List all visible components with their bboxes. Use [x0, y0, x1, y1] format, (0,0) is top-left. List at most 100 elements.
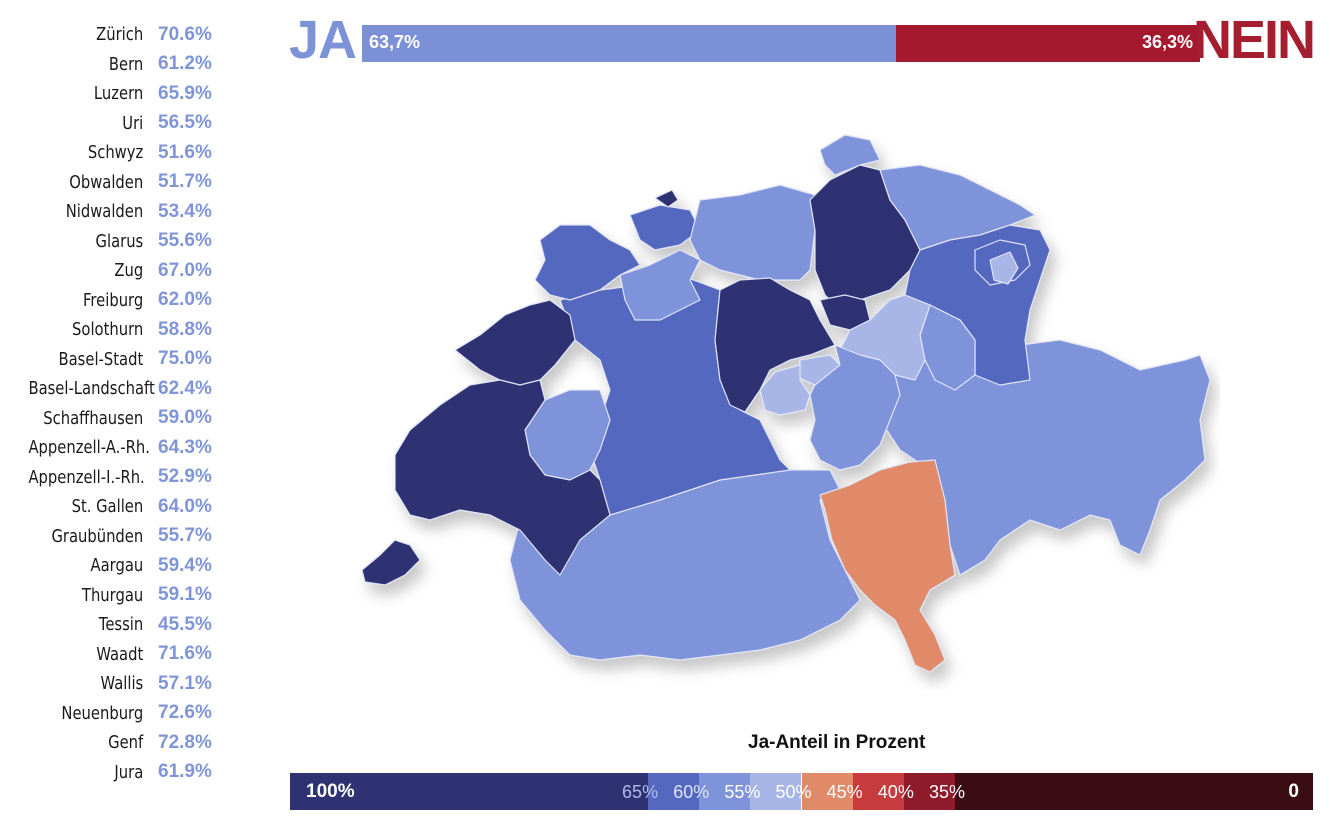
canton-row: Glarus 55.6%	[0, 227, 240, 257]
canton-name: Obwalden	[69, 171, 144, 193]
canton-name: Solothurn	[72, 319, 144, 341]
canton-row: Neuenburg 72.6%	[0, 699, 240, 729]
canton-ja-percent: 70.6%	[158, 23, 212, 45]
canton-name: Glarus	[95, 230, 144, 252]
scale-tick-label: 45%	[826, 782, 863, 802]
canton-ja-percent: 72.6%	[158, 702, 212, 724]
canton-genf	[361, 539, 421, 586]
scale-tick-label: 35%	[928, 782, 965, 802]
canton-tessin	[819, 459, 956, 673]
canton-basel-stadt	[654, 189, 679, 208]
canton-name: Uri	[122, 112, 144, 134]
canton-row: Appenzell-A.-Rh. 64.3%	[0, 433, 240, 463]
nein-share-segment: 36,3%	[895, 25, 1200, 62]
scale-band	[750, 773, 802, 810]
scale-band	[852, 773, 904, 810]
canton-row: Tessin 45.5%	[0, 610, 240, 640]
canton-name: Waadt	[96, 643, 144, 665]
canton-appenzell-ir	[989, 251, 1019, 285]
scale-end-low: 0	[1288, 781, 1299, 802]
canton-ja-percent: 59.1%	[158, 584, 212, 606]
canton-ja-percent: 57.1%	[158, 672, 212, 694]
canton-row: Zürich 70.6%	[0, 20, 240, 50]
ja-share-value: 63,7%	[369, 32, 421, 52]
canton-name: Basel-Landschaft	[28, 378, 155, 400]
scale-band	[954, 773, 1313, 810]
scale-tick-label: 55%	[724, 782, 761, 802]
canton-ja-percent: 65.9%	[158, 82, 212, 104]
canton-ja-percent: 55.6%	[158, 230, 212, 252]
canton-ja-percent: 53.4%	[158, 200, 212, 222]
canton-row: Obwalden 51.7%	[0, 168, 240, 198]
scale-end-high: 100%	[306, 781, 355, 802]
canton-name: Zug	[114, 260, 144, 282]
canton-name: Schwyz	[87, 142, 144, 164]
canton-name: Zürich	[96, 24, 144, 46]
scale-band	[903, 773, 955, 810]
canton-row: Basel-Stadt 75.0%	[0, 345, 240, 375]
canton-name: Basel-Stadt	[58, 348, 144, 370]
canton-row: Uri 56.5%	[0, 109, 240, 139]
switzerland-map	[361, 134, 1211, 673]
canton-row: Freiburg 62.0%	[0, 286, 240, 316]
canton-row: Schwyz 51.6%	[0, 138, 240, 168]
canton-row: Nidwalden 53.4%	[0, 197, 240, 227]
canton-results-list: Zürich 70.6% Bern 61.2% Luzern 65.9% Uri 56.5% S…	[0, 20, 240, 787]
canton-name: Wallis	[100, 673, 144, 695]
nein-share-value: 36,3%	[1141, 32, 1193, 52]
canton-solothurn	[619, 249, 701, 321]
canton-ja-percent: 51.6%	[158, 141, 212, 163]
canton-name: Aargau	[90, 555, 144, 577]
canton-row: Thurgau 59.1%	[0, 581, 240, 611]
canton-name: Freiburg	[82, 289, 144, 311]
canton-ja-percent: 62.4%	[158, 377, 212, 399]
legend-title: Ja-Anteil in Prozent	[748, 732, 926, 753]
canton-name: Graubünden	[51, 525, 144, 547]
canton-ja-percent: 59.0%	[158, 407, 212, 429]
canton-ja-percent: 51.7%	[158, 171, 212, 193]
canton-ja-percent: 62.0%	[158, 289, 212, 311]
canton-name: Tessin	[98, 614, 144, 636]
canton-ja-percent: 61.2%	[158, 53, 212, 75]
canton-ja-percent: 55.7%	[158, 525, 212, 547]
percent-scale-bar: 65% 60% 55% 50% 45% 40% 35% 100% 0	[290, 773, 1313, 810]
canton-row: Appenzell-I.-Rh. 52.9%	[0, 463, 240, 493]
result-bar: 63,7% 36,3%	[362, 25, 1200, 62]
scale-band	[699, 773, 751, 810]
canton-name: Appenzell-A.-Rh.	[28, 437, 150, 459]
canton-name: Luzern	[93, 83, 144, 105]
canton-ja-percent: 75.0%	[158, 348, 212, 370]
canton-uri	[809, 344, 901, 471]
canton-name: Genf	[108, 732, 144, 754]
scale-band	[801, 773, 853, 810]
canton-name: Schaffhausen	[43, 407, 144, 429]
canton-ja-percent: 59.4%	[158, 554, 212, 576]
ja-label: JA	[289, 10, 357, 70]
canton-row: Genf 72.8%	[0, 728, 240, 758]
ja-share-segment: 63,7%	[362, 25, 896, 62]
canton-ja-percent: 61.9%	[158, 761, 212, 783]
canton-row: Basel-Landschaft 62.4%	[0, 374, 240, 404]
scale-tick-label: 50%	[775, 782, 812, 802]
canton-ja-percent: 52.9%	[158, 466, 212, 488]
canton-name: Thurgau	[81, 584, 144, 606]
canton-ja-percent: 64.3%	[158, 436, 212, 458]
canton-ja-percent: 72.8%	[158, 731, 212, 753]
scale-band	[290, 773, 649, 810]
canton-ja-percent: 45.5%	[158, 613, 212, 635]
canton-ja-percent: 58.8%	[158, 318, 212, 340]
canton-ja-percent: 64.0%	[158, 495, 212, 517]
scale-tick-label: 40%	[877, 782, 914, 802]
canton-schaffhausen	[819, 134, 881, 176]
canton-name: St. Gallen	[71, 496, 144, 518]
canton-row: Wallis 57.1%	[0, 669, 240, 699]
canton-name: Neuenburg	[61, 702, 144, 724]
canton-name: Bern	[108, 53, 144, 75]
canton-aargau	[689, 184, 816, 281]
canton-waadt	[394, 379, 611, 576]
canton-name: Appenzell-I.-Rh.	[28, 466, 145, 488]
scale-tick-label: 60%	[673, 782, 710, 802]
canton-ja-percent: 71.6%	[158, 643, 212, 665]
canton-row: Aargau 59.4%	[0, 551, 240, 581]
canton-name: Nidwalden	[65, 201, 144, 223]
